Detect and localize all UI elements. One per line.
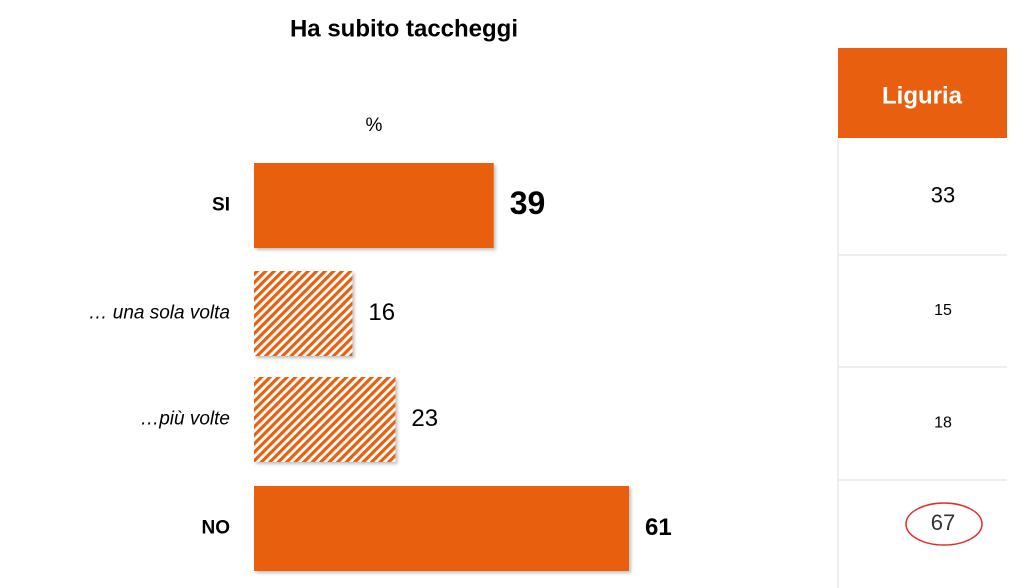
table-cell: 33 bbox=[931, 182, 955, 207]
bar bbox=[254, 163, 494, 248]
table: Liguria 33 15 18 67 bbox=[837, 48, 1007, 588]
category-label: NO bbox=[202, 518, 231, 539]
highlight-circle bbox=[905, 502, 983, 546]
unit-label: % bbox=[366, 115, 383, 136]
table-cell: 67 bbox=[931, 510, 955, 535]
bar bbox=[254, 271, 353, 356]
chart-title: Ha subito taccheggi bbox=[290, 15, 518, 42]
value-label: 61 bbox=[645, 514, 672, 541]
category-label: … una sola volta bbox=[88, 303, 230, 324]
category-label: SI bbox=[212, 195, 230, 216]
table-header-bg bbox=[838, 48, 1007, 138]
table-header: Liguria bbox=[882, 82, 963, 109]
category-label: …più volte bbox=[140, 409, 230, 430]
bar bbox=[254, 377, 396, 462]
value-label: 16 bbox=[368, 299, 395, 326]
value-label: 23 bbox=[411, 405, 438, 432]
table-cell: 15 bbox=[934, 302, 952, 319]
table-cell: 18 bbox=[934, 415, 952, 432]
value-label: 39 bbox=[510, 185, 546, 221]
bar bbox=[254, 486, 629, 571]
